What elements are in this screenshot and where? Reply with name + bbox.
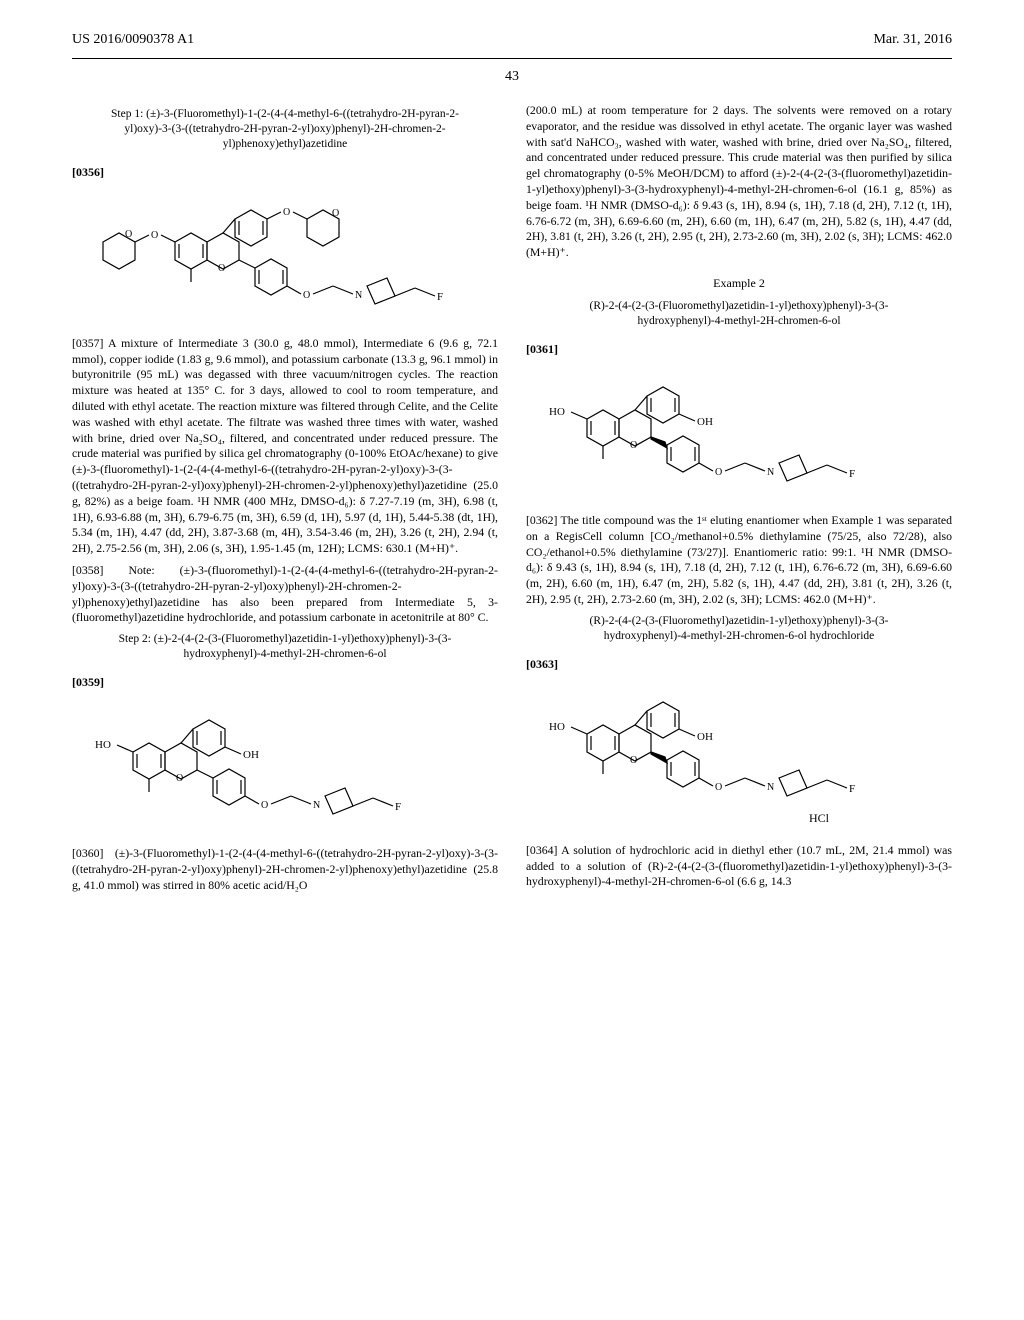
- publication-date: Mar. 31, 2016: [873, 32, 952, 48]
- left-column: Step 1: (±)-3-(Fluoromethyl)-1-(2-(4-(4-…: [72, 103, 498, 900]
- structure-1: O O O: [72, 186, 498, 326]
- svg-text:N: N: [767, 782, 774, 793]
- para-0362: [0362] The title compound was the 1ˢᵗ el…: [526, 513, 952, 608]
- svg-text:N: N: [313, 800, 320, 811]
- svg-text:O: O: [125, 229, 132, 240]
- structure-2: HO O OH: [72, 696, 498, 836]
- two-column-layout: Step 1: (±)-3-(Fluoromethyl)-1-(2-(4-(4-…: [0, 103, 1024, 900]
- example-2-label: Example 2: [526, 275, 952, 291]
- publication-number: US 2016/0090378 A1: [72, 32, 194, 48]
- svg-text:N: N: [767, 467, 774, 478]
- hcl-label: HCl: [809, 811, 830, 825]
- svg-text:F: F: [849, 783, 855, 795]
- svg-text:O: O: [303, 290, 310, 301]
- svg-text:O: O: [630, 440, 637, 451]
- step2-title: Step 2: (±)-2-(4-(2-(3-(Fluoromethyl)aze…: [100, 632, 470, 662]
- svg-text:O: O: [151, 230, 158, 241]
- svg-text:N: N: [355, 290, 362, 301]
- svg-text:O: O: [218, 263, 225, 274]
- step1-title: Step 1: (±)-3-(Fluoromethyl)-1-(2-(4-(4-…: [100, 107, 470, 152]
- svg-text:O: O: [176, 773, 183, 784]
- svg-text:O: O: [715, 467, 722, 478]
- para-0363-number: [0363]: [526, 656, 952, 672]
- svg-text:OH: OH: [697, 416, 713, 428]
- para-0357: [0357] A mixture of Intermediate 3 (30.0…: [72, 336, 498, 557]
- header-rule: [72, 58, 952, 59]
- example-2-name: (R)-2-(4-(2-(3-(Fluoromethyl)azetidin-1-…: [554, 299, 924, 329]
- para-0360: [0360] (±)-3-(Fluoromethyl)-1-(2-(4-(4-m…: [72, 846, 498, 893]
- page-number: 43: [0, 69, 1024, 85]
- svg-text:F: F: [395, 801, 401, 813]
- svg-text:HO: HO: [549, 721, 565, 733]
- right-column: (200.0 mL) at room temperature for 2 day…: [526, 103, 952, 900]
- structure-3: HO O OH: [526, 363, 952, 503]
- svg-text:O: O: [715, 782, 722, 793]
- svg-text:OH: OH: [243, 749, 259, 761]
- para-0364: [0364] A solution of hydrochloric acid i…: [526, 843, 952, 890]
- para-0358: [0358] Note: (±)-3-(fluoromethyl)-1-(2-(…: [72, 563, 498, 626]
- para-0361-number: [0361]: [526, 341, 952, 357]
- svg-text:O: O: [283, 207, 290, 218]
- svg-text:O: O: [261, 800, 268, 811]
- svg-text:O: O: [630, 755, 637, 766]
- svg-text:F: F: [849, 468, 855, 480]
- para-continuation: (200.0 mL) at room temperature for 2 day…: [526, 103, 952, 261]
- para-0359-number: [0359]: [72, 674, 498, 690]
- svg-text:HO: HO: [549, 406, 565, 418]
- svg-text:F: F: [437, 291, 443, 303]
- page-header: US 2016/0090378 A1 Mar. 31, 2016: [0, 0, 1024, 56]
- hcl-salt-name: (R)-2-(4-(2-(3-(Fluoromethyl)azetidin-1-…: [554, 614, 924, 644]
- structure-4: HO O OH: [526, 678, 952, 833]
- svg-text:O: O: [332, 208, 339, 219]
- para-0356-number: [0356]: [72, 164, 498, 180]
- svg-text:HO: HO: [95, 739, 111, 751]
- svg-text:OH: OH: [697, 731, 713, 743]
